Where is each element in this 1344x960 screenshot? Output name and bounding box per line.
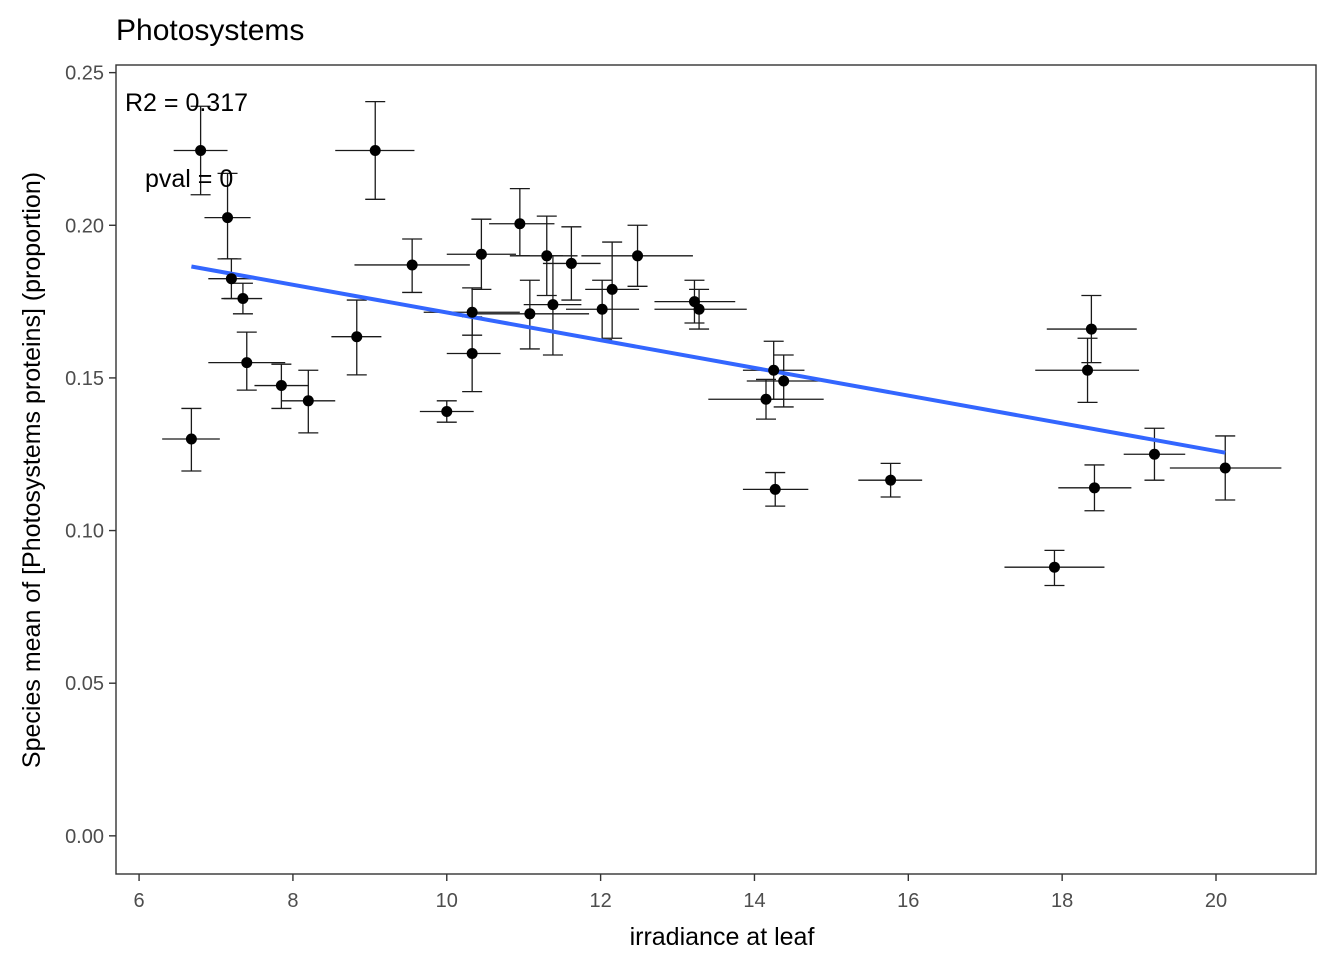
- data-point: [195, 144, 207, 156]
- data-point: [524, 308, 536, 320]
- data-point: [302, 395, 314, 407]
- data-point: [1085, 323, 1097, 335]
- x-tick-label: 18: [1051, 890, 1073, 912]
- data-point: [606, 283, 618, 295]
- data-point: [596, 303, 608, 315]
- chart-title: Photosystems: [116, 14, 304, 47]
- data-point: [185, 433, 197, 445]
- x-tick-label: 20: [1205, 890, 1227, 912]
- x-tick-label: 8: [287, 890, 298, 912]
- data-point: [441, 405, 453, 417]
- pval-annotation: pval = 0: [145, 165, 233, 193]
- data-point: [275, 380, 287, 392]
- data-point: [225, 273, 237, 285]
- data-point: [1219, 462, 1231, 474]
- x-tick-label: 10: [436, 890, 458, 912]
- data-point: [1048, 561, 1060, 573]
- data-point: [514, 218, 526, 230]
- data-point: [241, 357, 253, 369]
- data-point: [885, 474, 897, 486]
- x-axis: 6 8 10 12 14 16 18 20: [134, 874, 1227, 912]
- x-tick-label: 12: [589, 890, 611, 912]
- data-point: [768, 364, 780, 376]
- data-point: [466, 347, 478, 359]
- x-tick-label: 14: [743, 890, 765, 912]
- r2-annotation: R2 = 0.317: [125, 89, 248, 117]
- y-tick-label: 0.20: [65, 215, 104, 237]
- data-point: [541, 250, 553, 262]
- data-point: [693, 303, 705, 315]
- data-point: [369, 144, 381, 156]
- panel-border: [115, 64, 1317, 875]
- data-point: [1148, 448, 1160, 460]
- data-point: [222, 212, 234, 224]
- data-point: [769, 483, 781, 495]
- data-point: [632, 250, 644, 262]
- y-tick-label: 0.05: [65, 673, 104, 695]
- y-tick-label: 0.10: [65, 521, 104, 543]
- data-point: [760, 393, 772, 405]
- data-marks: [162, 100, 1282, 587]
- data-point: [1082, 364, 1094, 376]
- y-tick-label: 0.00: [65, 826, 104, 848]
- data-point: [778, 375, 790, 387]
- y-axis: 0.00 0.05 0.10 0.15 0.20 0.25: [65, 63, 116, 848]
- data-point: [547, 299, 559, 311]
- regression-line: [191, 264, 1226, 455]
- x-tick-label: 16: [897, 890, 919, 912]
- y-axis-title: Species mean of [Photosystems proteins] …: [18, 172, 46, 768]
- data-point: [466, 306, 478, 318]
- x-tick-label: 6: [134, 890, 145, 912]
- plot-area: R2 = 0.317 pval = 0: [115, 64, 1317, 875]
- x-axis-title: irradiance at leaf: [630, 923, 815, 951]
- data-point: [1088, 482, 1100, 494]
- data-point: [475, 248, 487, 260]
- data-point: [351, 331, 363, 343]
- data-point: [237, 293, 249, 305]
- y-tick-label: 0.25: [65, 63, 104, 85]
- data-point: [565, 257, 577, 269]
- y-tick-label: 0.15: [65, 368, 104, 390]
- data-point: [406, 259, 418, 271]
